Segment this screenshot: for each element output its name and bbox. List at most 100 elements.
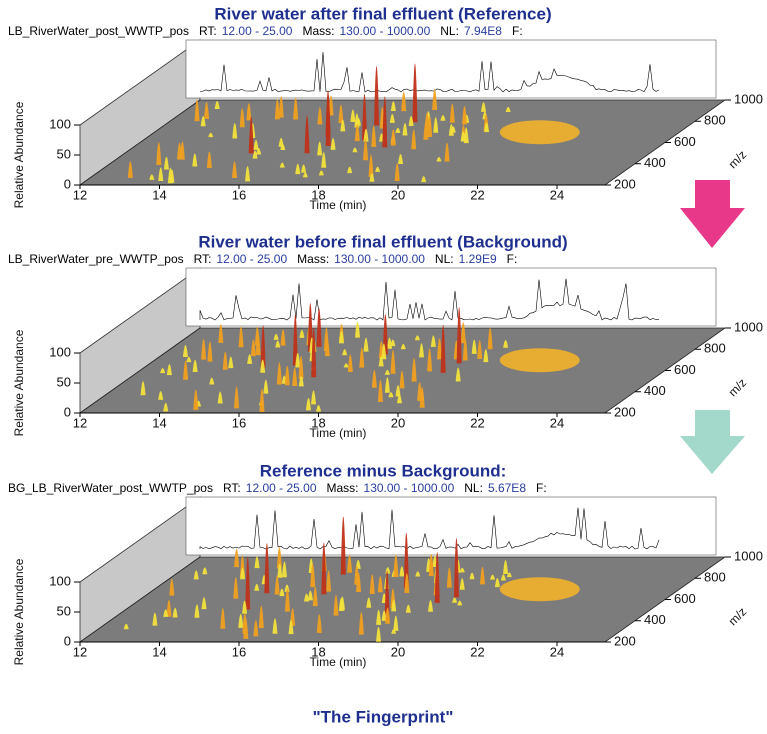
peak xyxy=(232,122,238,139)
inset-trace xyxy=(199,52,660,93)
peak xyxy=(453,538,459,598)
peak xyxy=(304,593,310,602)
peak xyxy=(234,386,240,409)
peak xyxy=(326,570,332,592)
peak xyxy=(250,339,256,357)
x-tick-label: 18 xyxy=(311,644,325,659)
z-tick-label: 200 xyxy=(614,176,636,191)
z-tick-label: 400 xyxy=(644,383,666,398)
peak xyxy=(206,151,212,168)
header-line: BG_LB_RiverWater_post_WWTP_pos RT: 12.00 -… xyxy=(8,481,547,495)
peak xyxy=(387,337,393,349)
inset-trace xyxy=(199,278,660,321)
peak xyxy=(375,166,381,172)
peak xyxy=(208,132,214,138)
peak xyxy=(207,341,213,362)
peak xyxy=(156,142,162,165)
z-axis-label: m/z xyxy=(726,148,750,172)
peak xyxy=(127,161,133,178)
peak xyxy=(456,307,462,364)
peak xyxy=(354,113,360,128)
peak xyxy=(434,552,440,603)
peak xyxy=(298,355,304,380)
peak xyxy=(377,575,383,593)
peak xyxy=(405,604,411,613)
y-axis-label: Relative Abundance xyxy=(12,558,26,665)
peak xyxy=(201,338,207,360)
header-rt: 12.00 - 25.00 xyxy=(222,24,293,38)
peak xyxy=(399,566,405,577)
peak xyxy=(437,338,443,360)
peak xyxy=(505,106,511,112)
peak xyxy=(279,588,285,597)
peak xyxy=(338,104,344,124)
peak xyxy=(399,370,405,389)
peak xyxy=(446,567,452,588)
mass-hump xyxy=(499,120,580,145)
peak xyxy=(359,347,365,368)
peak xyxy=(358,611,364,635)
peak xyxy=(254,583,260,591)
peak xyxy=(274,99,280,120)
peak xyxy=(245,557,251,610)
x-axis-label: Time (min) xyxy=(310,655,367,669)
peak xyxy=(228,356,234,369)
peak xyxy=(255,334,261,356)
peak xyxy=(428,600,434,612)
panel-title: Reference minus Background: xyxy=(260,461,507,480)
peak xyxy=(234,548,240,568)
z-tick-label: 600 xyxy=(674,134,696,149)
z-tick-label: 1000 xyxy=(734,91,763,106)
peak xyxy=(193,570,199,580)
header-rt-label: RT: xyxy=(223,481,241,495)
peak xyxy=(503,559,509,574)
mass-hump xyxy=(499,577,580,602)
x-tick-label: 24 xyxy=(550,187,564,202)
peak xyxy=(500,574,506,581)
peak xyxy=(333,594,339,616)
peak xyxy=(401,91,407,112)
peak xyxy=(394,163,400,181)
peak xyxy=(347,166,353,174)
peak xyxy=(384,369,390,375)
x-tick-label: 14 xyxy=(152,415,166,430)
peak xyxy=(393,615,399,631)
peak xyxy=(307,590,313,601)
peak xyxy=(376,626,382,642)
peak xyxy=(377,379,383,402)
peak xyxy=(284,365,290,386)
peak xyxy=(152,612,158,626)
peak xyxy=(305,397,311,411)
peak xyxy=(381,610,387,621)
header-mass-label: Mass: xyxy=(327,481,359,495)
x-tick-label: 12 xyxy=(73,415,87,430)
peak xyxy=(395,385,401,397)
peak xyxy=(253,620,259,637)
peak xyxy=(361,93,367,141)
peak xyxy=(404,573,410,593)
peak xyxy=(400,343,406,350)
x-tick-label: 16 xyxy=(232,644,246,659)
peak xyxy=(457,600,463,606)
peak xyxy=(172,607,178,618)
peak xyxy=(295,352,301,368)
peak xyxy=(419,386,425,408)
y-tick-label: 100 xyxy=(49,344,71,359)
header-f-label: F: xyxy=(536,481,547,495)
y-tick-label: 0 xyxy=(64,176,71,191)
header-nl: 5.67E8 xyxy=(488,481,526,495)
peak xyxy=(280,144,286,151)
peak xyxy=(217,391,223,404)
peak xyxy=(158,391,164,400)
x-tick-label: 24 xyxy=(550,415,564,430)
peak xyxy=(202,567,208,575)
peak xyxy=(390,349,396,374)
header-f-label: F: xyxy=(507,252,518,266)
peak xyxy=(214,100,220,110)
y-tick-label: 100 xyxy=(49,573,71,588)
peak xyxy=(160,368,166,374)
x-tick-label: 16 xyxy=(232,415,246,430)
peak xyxy=(433,117,439,133)
header-line: LB_RiverWater_post_WWTP_pos RT: 12.00 - 25… xyxy=(8,24,523,38)
